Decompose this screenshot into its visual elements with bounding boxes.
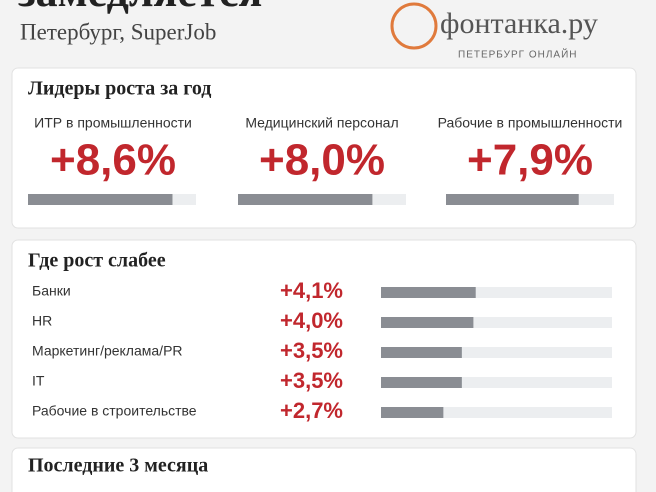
section-title: Где рост слабее xyxy=(28,250,166,272)
value-label: +4,1% xyxy=(280,278,343,303)
bar xyxy=(446,194,579,205)
bar xyxy=(381,287,476,298)
value-label: +8,0% xyxy=(259,136,385,185)
value-label: +4,0% xyxy=(280,308,343,333)
bar-track xyxy=(381,287,612,298)
logo: фонтанка.ру xyxy=(440,7,598,40)
bar xyxy=(28,194,173,205)
category-label: ИТР в промышленности xyxy=(34,115,192,131)
value-label: +3,5% xyxy=(280,368,343,393)
bar-track xyxy=(381,407,612,418)
value-label: +3,5% xyxy=(280,338,343,363)
bar xyxy=(381,317,474,328)
bar xyxy=(381,347,462,358)
bar xyxy=(381,377,462,388)
bar xyxy=(238,194,373,205)
bar-track xyxy=(381,347,612,358)
category-label: Рабочие в строительстве xyxy=(32,403,197,419)
card xyxy=(11,67,637,229)
category-label: Маркетинг/реклама/PR xyxy=(32,343,183,359)
card xyxy=(11,447,637,492)
section-title: Лидеры роста за год xyxy=(28,78,211,100)
logo-icon xyxy=(390,2,438,50)
bar-track xyxy=(381,377,612,388)
bar xyxy=(381,407,444,418)
logo-tagline: ПЕТЕРБУРГ ОНЛАЙН xyxy=(458,48,578,61)
value-label: +7,9% xyxy=(467,136,593,185)
bar-track xyxy=(381,317,612,328)
title: замедляется xyxy=(18,0,262,16)
subtitle: Петербург, SuperJob xyxy=(20,19,216,44)
category-label: IT xyxy=(32,373,45,389)
value-label: +2,7% xyxy=(280,398,343,423)
category-label: HR xyxy=(32,313,52,329)
category-label: Медицинский персонал xyxy=(245,115,398,131)
category-label: Банки xyxy=(32,283,71,299)
category-label: Рабочие в промышленности xyxy=(438,115,623,131)
section-title: Последние 3 месяца xyxy=(28,455,208,477)
value-label: +8,6% xyxy=(50,136,176,185)
